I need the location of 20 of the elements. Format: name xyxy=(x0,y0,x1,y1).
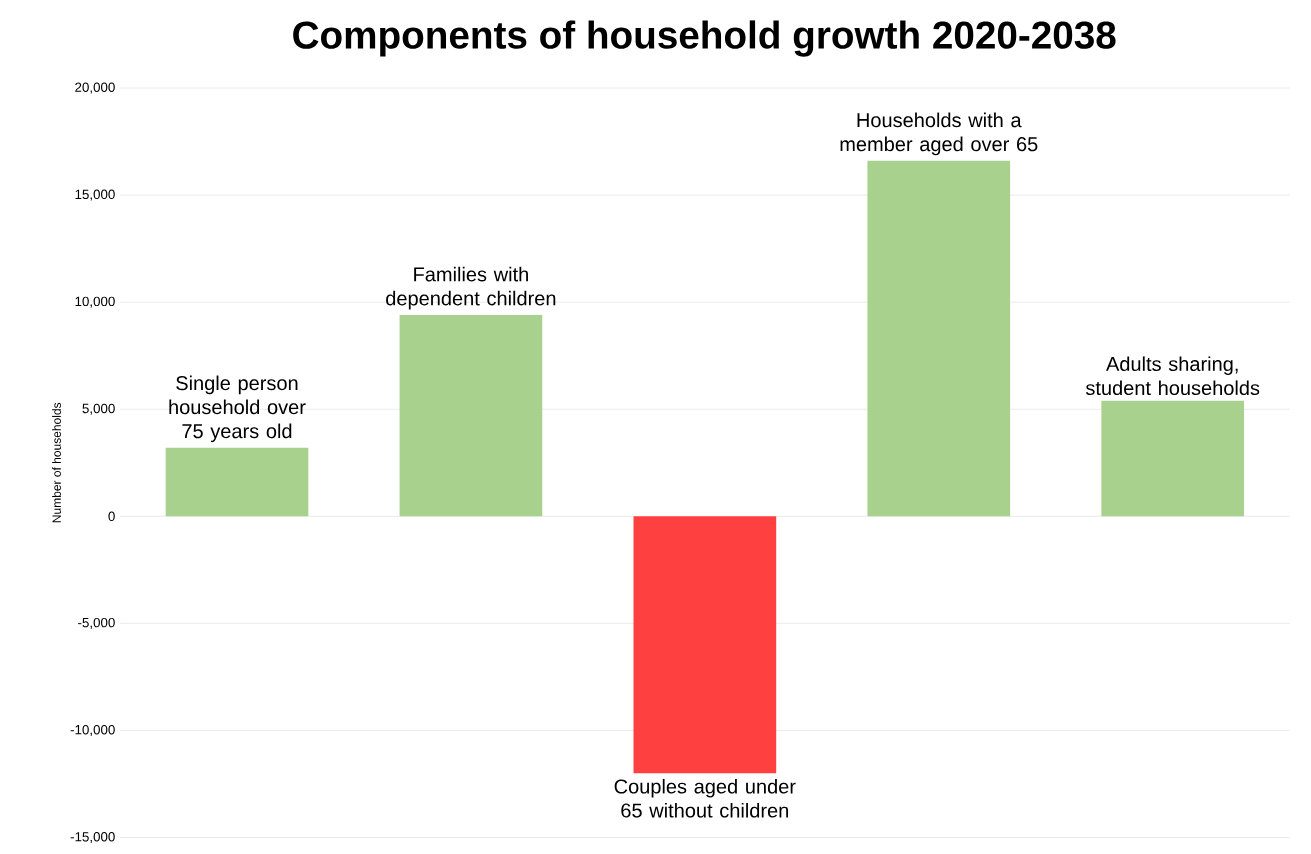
y-tick-label: 0 xyxy=(108,511,115,522)
y-tick-label: 10,000 xyxy=(75,296,115,308)
y-tick-label: -10,000 xyxy=(70,725,115,737)
y-tick-label: 5,000 xyxy=(82,403,115,415)
y-tick-label: -15,000 xyxy=(70,832,115,844)
bar xyxy=(165,448,309,517)
y-tick-label: 20,000 xyxy=(75,82,115,94)
y-axis-title: Number of households xyxy=(52,403,61,523)
chart-title: Components of household growth 2020-2038 xyxy=(293,20,1116,57)
x-tick-label: Adults sharing, student households xyxy=(1085,356,1260,396)
y-tick-label: 15,000 xyxy=(75,189,115,201)
x-tick-label: Households with a member aged over 65 xyxy=(840,112,1038,156)
y-tick-label: -5,000 xyxy=(78,618,115,630)
x-tick-label: Families with dependent children xyxy=(386,266,556,310)
bar xyxy=(867,161,1011,517)
bar xyxy=(399,315,543,517)
x-tick-label: Couples aged under 65 without children xyxy=(614,779,796,818)
bar xyxy=(1101,400,1245,517)
bar xyxy=(633,516,777,774)
x-tick-label: Single person household over 75 years old xyxy=(169,375,306,443)
